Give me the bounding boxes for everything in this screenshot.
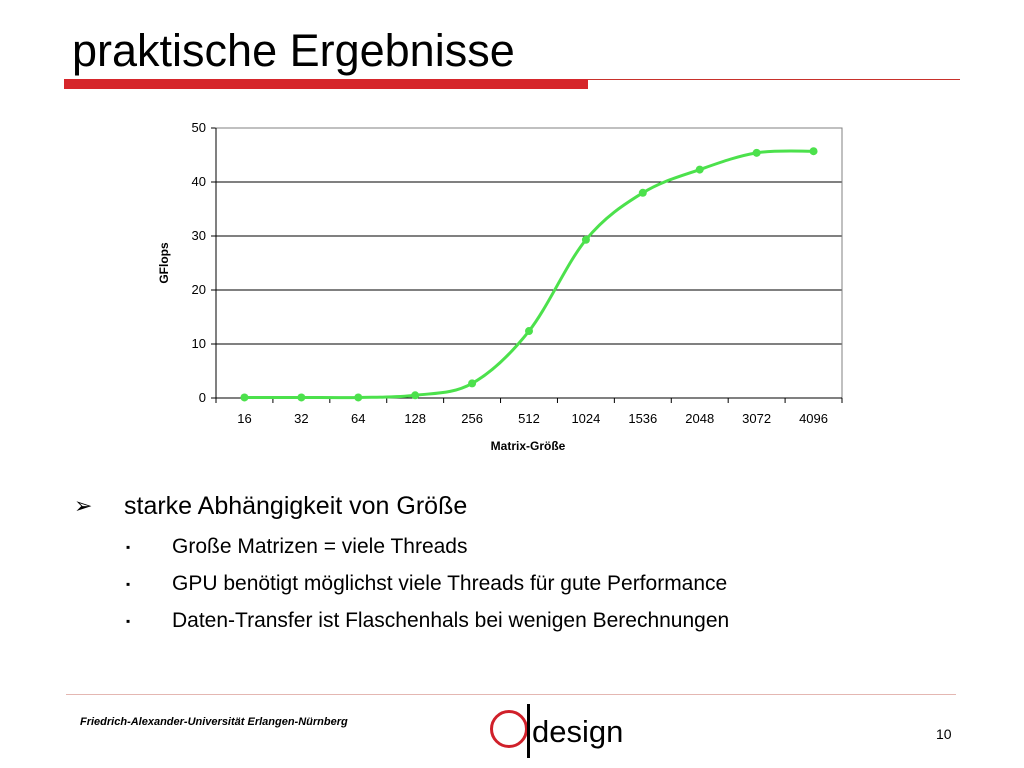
y-tick-labels: 0 10 20 30 40 50 [192, 120, 206, 405]
square-bullet-icon: ▪ [126, 614, 131, 628]
plot-area-border [215, 127, 843, 399]
bullet-sub-2: ▪ GPU benötigt möglichst viele Threads f… [72, 571, 972, 597]
series-line [244, 149, 814, 400]
data-point-marker [809, 147, 818, 156]
x-tick-label: 32 [294, 411, 308, 426]
chart-gridlines [216, 127, 842, 345]
design-logo: design [486, 698, 623, 764]
y-tick-label: 20 [192, 282, 206, 297]
arrow-bullet-icon: ➢ [74, 493, 93, 518]
title-accent-bar [64, 79, 588, 89]
footer-divider [66, 694, 956, 695]
data-point-marker [525, 327, 533, 336]
logo-ring-icon [490, 710, 528, 748]
square-bullet-icon: ▪ [126, 540, 131, 554]
x-tick-label: 1024 [571, 411, 600, 426]
y-tick-label: 0 [199, 390, 206, 405]
bullet-sub-3: ▪ Daten-Transfer ist Flaschenhals bei we… [72, 608, 972, 634]
bullet-list: ➢ starke Abhängigkeit von Größe ▪ Große … [72, 490, 972, 645]
data-point-marker [354, 393, 363, 402]
x-tick-labels: 16 32 64 128 256 512 1024 1536 2048 3072 4096 [237, 411, 828, 426]
data-point-marker [752, 148, 761, 157]
bullet-main: ➢ starke Abhängigkeit von Größe [72, 490, 972, 522]
y-tick-label: 30 [192, 228, 206, 243]
data-point-marker [695, 165, 704, 174]
x-axis-label: Matrix-Größe [491, 439, 566, 453]
x-tick-label: 128 [404, 411, 426, 426]
chart-series [240, 147, 818, 402]
y-tick-label: 40 [192, 174, 206, 189]
data-point-marker [411, 391, 420, 400]
x-tick-label: 4096 [799, 411, 828, 426]
x-tick-label: 64 [351, 411, 365, 426]
data-point-marker [468, 379, 477, 388]
x-tick-label: 3072 [742, 411, 771, 426]
logo-wordmark: design [532, 714, 624, 749]
y-axis-label: GFlops [157, 242, 171, 284]
square-bullet-icon: ▪ [126, 577, 131, 591]
bullet-sub-text: GPU benötigt möglichst viele Threads für… [172, 572, 728, 595]
x-tick-label: 2048 [685, 411, 714, 426]
data-point-marker [638, 188, 647, 197]
footer-university-name: Friedrich-Alexander-Universität Erlangen… [80, 716, 348, 728]
logo-bar-icon [527, 704, 530, 758]
data-point-marker [297, 393, 306, 402]
bullet-sub-text: Große Matrizen = viele Threads [172, 535, 468, 558]
gflops-line-chart: 0 10 20 30 40 50 16 32 64 128 256 512 1024 1536 2048 3… [157, 120, 843, 453]
x-tick-label: 16 [237, 411, 251, 426]
page-number: 10 [936, 726, 952, 742]
slide-title: praktische Ergebnisse [72, 25, 515, 76]
x-tick-label: 512 [518, 411, 540, 426]
chart-axes [211, 127, 843, 403]
bullet-sub-1: ▪ Große Matrizen = viele Threads [72, 534, 972, 560]
bullet-main-text: starke Abhängigkeit von Größe [124, 492, 468, 520]
x-tick-label: 1536 [628, 411, 657, 426]
y-tick-label: 50 [192, 120, 206, 135]
y-tick-label: 10 [192, 336, 206, 351]
x-tick-label: 256 [461, 411, 483, 426]
data-point-marker [240, 393, 249, 402]
bullet-sub-text: Daten-Transfer ist Flaschenhals bei weni… [172, 609, 730, 632]
data-point-marker [581, 235, 590, 244]
